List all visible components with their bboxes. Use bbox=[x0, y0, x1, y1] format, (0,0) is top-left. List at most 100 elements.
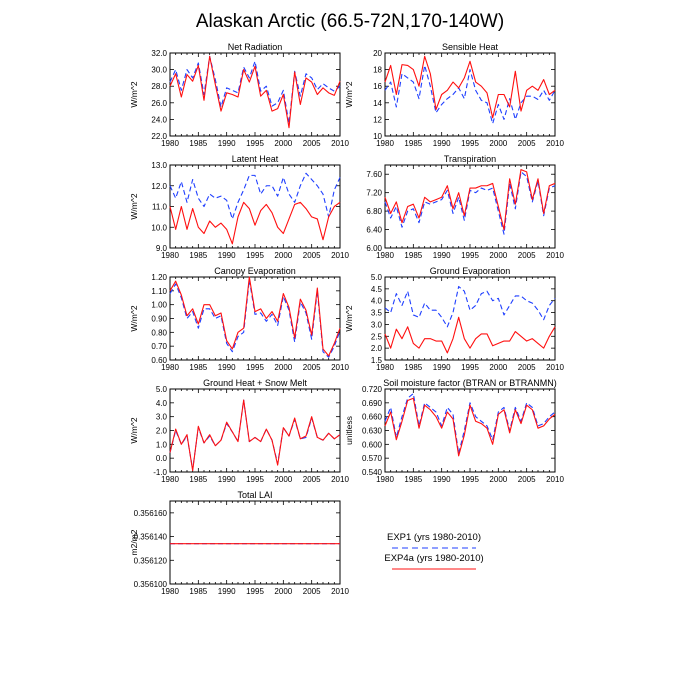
panel-4: Transpiration 1980 1985 1990 1995 2000 2005 201… bbox=[366, 154, 564, 260]
series-line-exp4a bbox=[384, 169, 556, 231]
y-tick-label: 4.0 bbox=[156, 399, 168, 408]
y-tick-label: 18 bbox=[373, 66, 382, 75]
x-tick-label: 1995 bbox=[246, 139, 264, 148]
y-tick-label: -1.0 bbox=[153, 468, 167, 477]
x-tick-label: 2000 bbox=[274, 139, 292, 148]
series-line-exp4a bbox=[384, 316, 556, 354]
y-tick-label: 20 bbox=[373, 49, 382, 58]
panel-5: Canopy Evaporation W/m^2 1980 1985 1990 1995 2… bbox=[129, 266, 349, 372]
x-tick-label: 1980 bbox=[376, 251, 394, 260]
x-tick-label: 1980 bbox=[161, 251, 179, 260]
y-tick-label: 10.0 bbox=[151, 223, 167, 232]
panel-title: Ground Evaporation bbox=[430, 266, 511, 276]
x-tick-label: 2010 bbox=[546, 139, 564, 148]
y-tick-label: 12 bbox=[373, 115, 382, 124]
x-tick-label: 1995 bbox=[461, 251, 479, 260]
y-tick-label: 24.0 bbox=[151, 115, 167, 124]
x-tick-label: 1985 bbox=[189, 363, 207, 372]
x-tick-label: 2005 bbox=[518, 475, 536, 484]
panel-title: Soil moisture factor (BTRAN or BTRANMN) bbox=[383, 378, 557, 388]
y-tick-label: 7.20 bbox=[366, 189, 382, 198]
y-tick-label: 0.630 bbox=[362, 427, 383, 436]
x-tick-label: 1990 bbox=[218, 251, 236, 260]
plot-frame bbox=[169, 52, 341, 137]
x-tick-label: 2010 bbox=[331, 139, 349, 148]
series-line-exp1 bbox=[384, 171, 556, 235]
y-tick-label: 1.10 bbox=[151, 287, 167, 296]
panel-8: Soil moisture factor (BTRAN or BTRANMN) u… bbox=[344, 378, 564, 484]
panels-group: Net Radiation W/m^2 1980 1985 1990 1995 2000 20… bbox=[129, 42, 564, 596]
x-tick-label: 1980 bbox=[376, 475, 394, 484]
y-tick-label: 1.0 bbox=[156, 440, 168, 449]
y-tick-label: 32.0 bbox=[151, 49, 167, 58]
y-tick-label: 0.356140 bbox=[134, 533, 168, 542]
y-tick-label: 0.600 bbox=[362, 440, 383, 449]
y-tick-label: 10 bbox=[373, 132, 382, 141]
y-tick-label: 30.0 bbox=[151, 66, 167, 75]
x-tick-label: 1995 bbox=[246, 363, 264, 372]
panel-1: Net Radiation W/m^2 1980 1985 1990 1995 2000 20… bbox=[129, 42, 349, 148]
y-tick-label: 4.5 bbox=[371, 285, 383, 294]
y-tick-label: 1.00 bbox=[151, 301, 167, 310]
plot-frame bbox=[384, 52, 556, 137]
y-tick-label: 0.60 bbox=[151, 356, 167, 365]
series-line-exp4a bbox=[169, 201, 341, 245]
x-tick-label: 2000 bbox=[489, 251, 507, 260]
x-tick-label: 2005 bbox=[303, 139, 321, 148]
x-tick-label: 2000 bbox=[489, 475, 507, 484]
y-tick-label: 0.660 bbox=[362, 413, 383, 422]
series-line-exp1 bbox=[169, 172, 341, 220]
y-tick-label: 11.0 bbox=[152, 203, 168, 212]
y-tick-label: 0.570 bbox=[362, 454, 383, 463]
y-axis-label: W/m^2 bbox=[129, 193, 139, 219]
x-tick-label: 2000 bbox=[489, 363, 507, 372]
y-tick-label: 0.80 bbox=[151, 328, 167, 337]
x-tick-label: 2005 bbox=[518, 139, 536, 148]
y-axis-label: W/m^2 bbox=[129, 81, 139, 107]
series-line-exp4a bbox=[169, 276, 341, 357]
y-tick-label: 9.0 bbox=[156, 244, 168, 253]
series-line-exp4a bbox=[169, 399, 341, 472]
panel-title: Latent Heat bbox=[232, 154, 279, 164]
series-line-exp4a bbox=[384, 55, 556, 119]
series-line-exp1 bbox=[169, 55, 341, 125]
y-tick-label: 7.60 bbox=[366, 170, 382, 179]
y-tick-label: 5.0 bbox=[371, 273, 383, 282]
x-tick-label: 2000 bbox=[489, 139, 507, 148]
x-tick-label: 1985 bbox=[404, 139, 422, 148]
y-tick-label: 3.0 bbox=[156, 413, 168, 422]
y-tick-label: 0.90 bbox=[151, 315, 167, 324]
x-tick-label: 2010 bbox=[331, 251, 349, 260]
y-axis-label: m2/m2 bbox=[129, 529, 139, 555]
panel-title: Total LAI bbox=[237, 490, 272, 500]
x-tick-label: 1985 bbox=[189, 475, 207, 484]
panel-2: Sensible Heat W/m^2 1980 1985 1990 1995 2000 20… bbox=[344, 42, 564, 148]
x-tick-label: 1985 bbox=[404, 251, 422, 260]
x-tick-label: 1990 bbox=[218, 363, 236, 372]
x-tick-label: 1995 bbox=[246, 587, 264, 596]
y-tick-label: 14 bbox=[373, 99, 382, 108]
y-tick-label: 5.0 bbox=[156, 385, 168, 394]
x-tick-label: 1985 bbox=[189, 251, 207, 260]
legend-label-exp4a: EXP4a (yrs 1980-2010) bbox=[384, 553, 483, 564]
y-tick-label: 3.5 bbox=[371, 309, 383, 318]
x-tick-label: 2005 bbox=[518, 251, 536, 260]
x-tick-label: 2000 bbox=[274, 363, 292, 372]
x-tick-label: 2010 bbox=[331, 587, 349, 596]
x-tick-label: 1990 bbox=[218, 475, 236, 484]
x-tick-label: 2000 bbox=[274, 475, 292, 484]
plot-frame bbox=[384, 164, 556, 249]
x-tick-label: 1995 bbox=[246, 475, 264, 484]
x-tick-label: 1990 bbox=[218, 139, 236, 148]
series-line-exp4a bbox=[169, 55, 341, 129]
panel-title: Canopy Evaporation bbox=[214, 266, 296, 276]
y-tick-label: 28.0 bbox=[151, 82, 167, 91]
y-tick-label: 6.00 bbox=[366, 244, 382, 253]
y-axis-label: unitless bbox=[344, 416, 354, 445]
series-line-exp1 bbox=[384, 64, 556, 125]
y-tick-label: 0.356100 bbox=[134, 580, 168, 589]
y-tick-label: 4.0 bbox=[371, 297, 383, 306]
y-tick-label: 0.0 bbox=[156, 454, 168, 463]
plot-frame bbox=[169, 500, 341, 585]
